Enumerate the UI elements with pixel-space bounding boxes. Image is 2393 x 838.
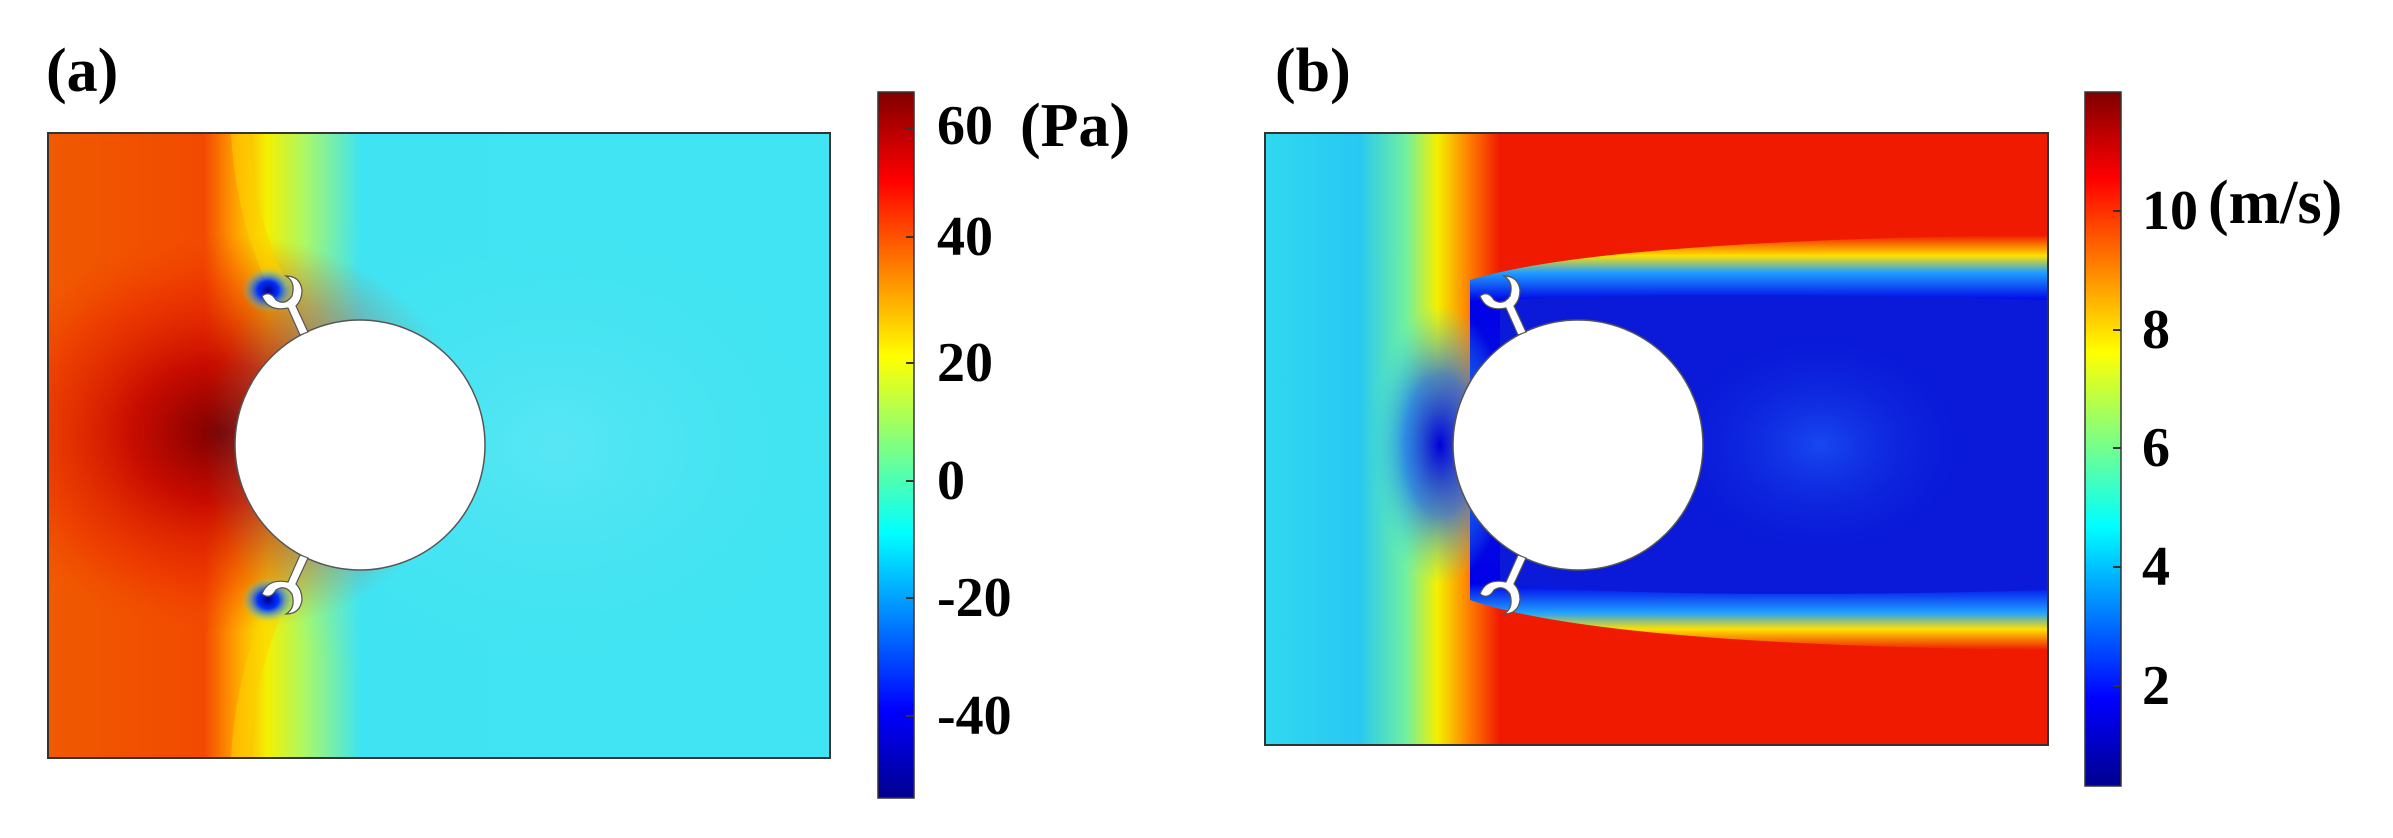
colorbar-a-tick-20: 20 — [937, 332, 993, 394]
low-pressure-spot-top — [242, 268, 294, 312]
colorbar-a-ticks — [906, 127, 914, 717]
colorbar-b-unit: (m/s) — [2208, 169, 2343, 237]
colorbar-b-tick-10: 10 — [2142, 180, 2198, 242]
colorbar-a-tick-60: 60 — [937, 95, 993, 157]
colorbar-a-tick-0: 0 — [937, 450, 965, 512]
colorbar-a-tick-40: 40 — [937, 206, 993, 268]
cylinder-obstacle-b — [1452, 319, 1704, 571]
blade-bottom — [261, 554, 309, 615]
colorbar-b-tick-4: 4 — [2142, 536, 2170, 598]
panel-a-frame — [47, 132, 831, 759]
colorbar-a-tick-minus-20: -20 — [937, 567, 1012, 629]
colorbar-b-tick-2: 2 — [2142, 655, 2170, 717]
colorbar-a-tick-minus-40: -40 — [937, 685, 1012, 747]
panel-b-frame — [1264, 132, 2049, 746]
colorbar-a-unit: (Pa) — [1020, 92, 1131, 160]
colorbar-b-tick-8: 8 — [2142, 299, 2170, 361]
colorbar-a — [877, 91, 915, 799]
panel-a-label: (a) — [46, 37, 119, 105]
panel-a-field — [48, 133, 830, 758]
blade-bottom-b — [1479, 554, 1527, 615]
cylinder-obstacle — [234, 319, 486, 571]
blade-top-b — [1479, 275, 1527, 336]
colorbar-b-tick-6: 6 — [2142, 417, 2170, 479]
blade-top — [261, 275, 309, 336]
panel-b-label: (b) — [1275, 37, 1351, 105]
panel-b-field — [1265, 133, 2048, 745]
low-pressure-spot-bottom — [242, 578, 294, 622]
colorbar-b — [2084, 91, 2122, 787]
colorbar-b-ticks — [2113, 210, 2121, 687]
wake-center-spot — [1660, 325, 1980, 565]
